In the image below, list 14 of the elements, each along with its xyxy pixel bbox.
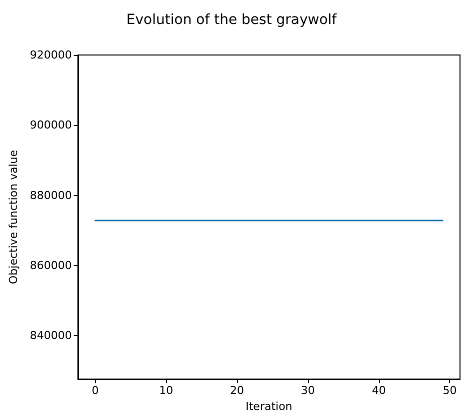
x-tick-label: 30 [300,384,315,398]
chart-title: Evolution of the best graywolf [126,12,338,28]
y-tick-label: 920000 [30,48,72,62]
x-tick-label: 0 [92,384,99,398]
x-tick-label: 40 [372,384,386,398]
y-axis-title: Objective function value [7,150,20,284]
y-tick-label: 860000 [30,258,72,272]
y-tick-label: 900000 [30,118,72,132]
x-axis-title: Iteration [246,400,292,413]
x-tick-label: 20 [230,384,244,398]
x-tick-label: 10 [159,384,174,398]
x-tick-label: 50 [442,384,457,398]
y-tick-label: 840000 [30,329,72,342]
y-tick-label: 880000 [30,188,72,202]
